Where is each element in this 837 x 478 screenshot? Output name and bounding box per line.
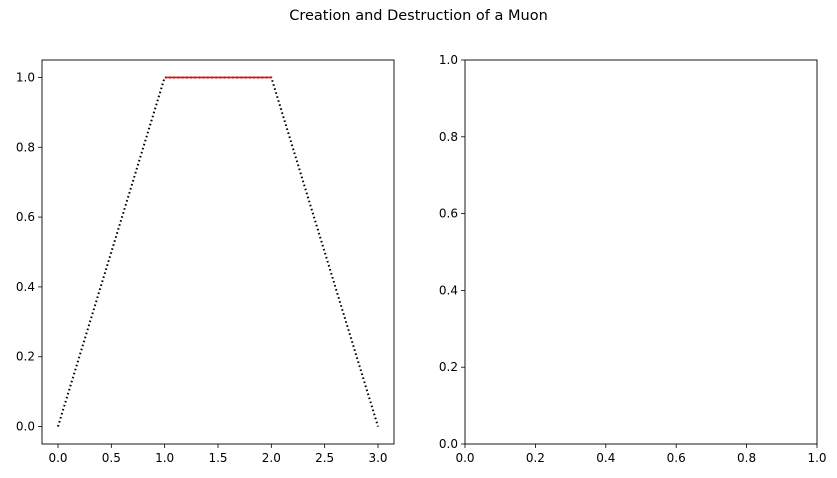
right-ytick-label: 0.0: [439, 437, 458, 451]
right-axes-frame: [464, 59, 818, 445]
right-ytick-label: 1.0: [439, 53, 458, 67]
left-xtick-label: 2.5: [315, 451, 334, 465]
figure-title: Creation and Destruction of a Muon: [289, 8, 548, 24]
right-ytick-label: 0.8: [439, 130, 458, 144]
right-ytick-label: 0.4: [439, 283, 458, 297]
right-xtick-label: 0.0: [455, 451, 474, 465]
left-xtick-label: 0.5: [102, 451, 121, 465]
right-xtick-label: 0.8: [737, 451, 756, 465]
left-ytick-label: 1.0: [16, 70, 35, 84]
left-ytick-label: 0.6: [16, 210, 35, 224]
left-axes-frame: [41, 59, 395, 445]
left-xtick-label: 1.0: [155, 451, 174, 465]
left-axes: 0.0 0.5 1.0 1.5 2.0 2.5 3.0 0.0 0.2 0.4 0.6 0.8 1.0: [16, 59, 395, 465]
left-ytick-label: 0.0: [16, 420, 35, 434]
right-xtick-label: 1.0: [807, 451, 826, 465]
left-ytick-label: 0.8: [16, 140, 35, 154]
left-ytick-label: 0.4: [16, 280, 35, 294]
left-ytick-label: 0.2: [16, 350, 35, 364]
left-xtick-label: 0.0: [48, 451, 67, 465]
left-series-0-line: [57, 76, 379, 427]
right-axes: 0.0 0.2 0.4 0.6 0.8 1.0 0.0 0.2 0.4 0.6 0.8 1.0: [439, 53, 827, 465]
right-xtick-label: 0.2: [526, 451, 545, 465]
right-xtick-label: 0.4: [596, 451, 615, 465]
left-xtick-label: 3.0: [368, 451, 387, 465]
right-ytick-label: 0.2: [439, 360, 458, 374]
left-xtick-label: 2.0: [262, 451, 281, 465]
right-ytick-label: 0.6: [439, 207, 458, 221]
right-xtick-label: 0.6: [667, 451, 686, 465]
left-xtick-label: 1.5: [208, 451, 227, 465]
